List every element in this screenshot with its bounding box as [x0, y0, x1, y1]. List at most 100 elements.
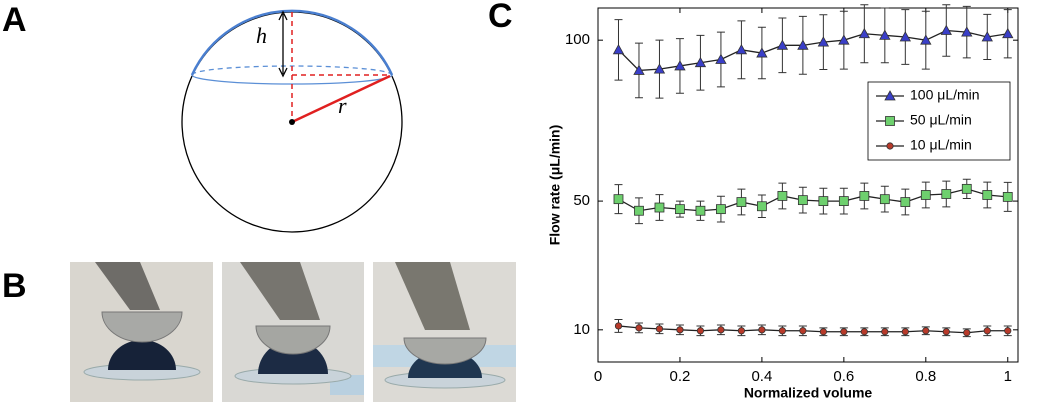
- point: [983, 327, 991, 335]
- x-tick-label: 0: [594, 368, 602, 385]
- point: [982, 190, 993, 200]
- photo-cap: [255, 325, 331, 355]
- point: [961, 26, 973, 37]
- point: [819, 328, 827, 336]
- panel-label: C: [488, 0, 513, 35]
- point: [838, 196, 849, 206]
- point: [736, 197, 747, 207]
- point: [799, 327, 807, 335]
- point: [838, 34, 850, 45]
- photo-cap: [403, 337, 487, 365]
- radius: [291, 74, 391, 124]
- point: [797, 195, 808, 206]
- point: [859, 191, 870, 201]
- point: [735, 44, 748, 55]
- point: [963, 329, 971, 337]
- photo-tubes: [395, 262, 470, 330]
- chart: Normalized volume Flow rate (μL/min): [547, 125, 873, 401]
- point: [613, 194, 624, 205]
- point: [757, 201, 767, 212]
- point: [881, 328, 889, 336]
- x-tick-label: 0.2: [670, 368, 691, 385]
- point: [941, 189, 952, 199]
- point: [716, 204, 726, 215]
- point: [920, 34, 932, 45]
- legend-label: 50 μL/min: [910, 112, 972, 128]
- legend-marker: [885, 116, 895, 126]
- photo: [222, 262, 364, 402]
- point: [635, 324, 643, 332]
- point: [899, 31, 911, 42]
- photos: [70, 262, 516, 402]
- y-tick-label: 100: [565, 31, 590, 48]
- point: [634, 205, 644, 216]
- point: [942, 328, 950, 336]
- point: [961, 183, 972, 194]
- point: [633, 64, 645, 75]
- point: [860, 328, 868, 336]
- point: [715, 53, 727, 64]
- point: [1002, 192, 1013, 202]
- point: [612, 44, 625, 55]
- point: [674, 60, 686, 71]
- series-line: [618, 29, 1008, 72]
- x-tick-label: 0.6: [833, 368, 854, 385]
- legend-label: 10 μL/min: [910, 137, 972, 153]
- photo-tubes: [240, 262, 320, 320]
- point: [920, 190, 931, 200]
- point: [840, 328, 848, 336]
- photo: [70, 262, 213, 402]
- point: [777, 191, 788, 201]
- point: [981, 31, 993, 42]
- h-label: h: [256, 23, 267, 48]
- photo-tubes: [95, 262, 160, 310]
- point: [737, 327, 746, 335]
- point: [695, 205, 706, 216]
- point: [653, 63, 666, 74]
- sphere-diagram: h r: [181, 9, 403, 233]
- photo-cap: [101, 311, 183, 343]
- photo: [373, 262, 516, 402]
- y-tick-label: 50: [573, 192, 590, 209]
- point: [922, 327, 930, 335]
- legend-marker: [886, 142, 894, 150]
- point: [940, 24, 952, 35]
- r-label: r: [338, 93, 347, 118]
- point: [717, 326, 725, 334]
- x-axis-label: Normalized volume: [744, 385, 873, 401]
- x-tick-label: 0.4: [751, 368, 772, 385]
- panel-label: B: [2, 267, 27, 305]
- point: [797, 39, 809, 50]
- point: [1002, 27, 1014, 39]
- x-tick-label: 1: [1004, 368, 1012, 385]
- legend-marker: [884, 90, 896, 101]
- plot-frame: [597, 7, 1019, 363]
- y-tick-label: 10: [573, 321, 590, 338]
- point: [879, 194, 890, 205]
- point: [879, 29, 891, 40]
- point: [654, 202, 665, 213]
- point: [655, 325, 664, 333]
- point: [818, 196, 829, 206]
- y-axis-label: Flow rate (μL/min): [547, 125, 563, 246]
- point: [676, 326, 684, 334]
- point: [675, 204, 685, 215]
- point: [756, 47, 768, 58]
- point: [758, 326, 766, 334]
- center: [289, 119, 295, 125]
- point: [901, 328, 909, 336]
- point: [694, 56, 707, 68]
- legend-label: 100 μL/min: [910, 87, 980, 103]
- cap-arc: [190, 9, 394, 76]
- point: [778, 327, 786, 335]
- point: [696, 327, 705, 335]
- point: [900, 197, 911, 207]
- point: [776, 39, 789, 50]
- point: [1004, 327, 1012, 335]
- photo-dome: [108, 340, 176, 370]
- point: [614, 322, 623, 330]
- panel-label: A: [2, 1, 27, 39]
- point: [817, 36, 830, 47]
- point: [858, 27, 871, 39]
